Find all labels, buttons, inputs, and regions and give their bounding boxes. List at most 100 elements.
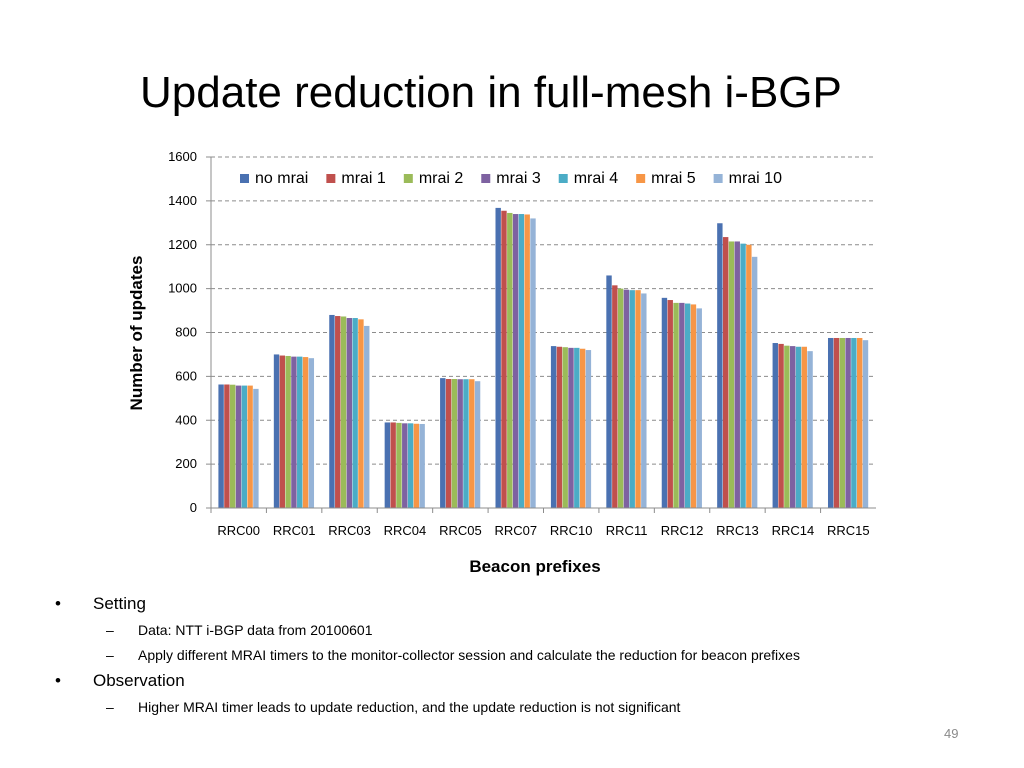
- bar-RRC15-mrai-1: [833, 337, 840, 508]
- bar-RRC00-mrai-5: [247, 385, 253, 508]
- bar-RRC15-mrai-10: [862, 340, 869, 508]
- bar-RRC10-no-mrai: [550, 346, 557, 508]
- bar-RRC01-mrai-2: [285, 355, 291, 508]
- bar-RRC04-mrai-4: [407, 423, 414, 508]
- bullet-marker: •: [55, 594, 61, 613]
- bar-RRC04-no-mrai: [384, 422, 391, 508]
- sub-bullet-marker: –: [106, 622, 114, 638]
- bar-RRC11-mrai-3: [623, 289, 630, 508]
- bar-RRC11-mrai-4: [629, 290, 635, 508]
- legend-swatch: [558, 174, 568, 183]
- x-tick-label: RRC10: [550, 523, 593, 538]
- bar-RRC10-mrai-1: [556, 346, 563, 508]
- bar-RRC12-mrai-10: [696, 308, 702, 508]
- bar-RRC03-mrai-10: [364, 325, 370, 508]
- bar-RRC05-mrai-5: [469, 379, 475, 508]
- bar-RRC12-no-mrai: [661, 297, 668, 508]
- bar-RRC07-mrai-5: [524, 214, 530, 508]
- legend: no mrai mrai 1 mrai 2 mrai 3 mrai 4 mrai 5 mra…: [240, 170, 782, 187]
- legend-label: mrai 2: [419, 170, 464, 187]
- legend-label: mrai 4: [574, 170, 619, 187]
- legend-swatch: [240, 174, 249, 183]
- sub-bullet-marker: –: [106, 699, 114, 715]
- bar-RRC13-mrai-5: [746, 244, 752, 508]
- bar-RRC00-mrai-10: [253, 388, 259, 508]
- grid-lines: [211, 156, 876, 465]
- y-tick-label: 1200: [168, 237, 197, 252]
- bar-RRC11-mrai-2: [617, 288, 624, 508]
- y-tick-label: 1000: [168, 281, 197, 296]
- bar-RRC04-mrai-1: [390, 422, 396, 508]
- bar-RRC15-mrai-4: [851, 337, 857, 508]
- bar-RRC11-mrai-5: [635, 290, 641, 508]
- legend-label: mrai 5: [651, 170, 696, 187]
- bar-RRC12-mrai-3: [679, 302, 685, 508]
- x-tick-label: RRC11: [606, 523, 648, 538]
- legend-swatch: [326, 174, 336, 183]
- bar-RRC04-mrai-10: [419, 423, 425, 508]
- bar-RRC01-mrai-1: [279, 355, 286, 508]
- bar-RRC05-no-mrai: [440, 378, 446, 508]
- y-tick-label: 400: [175, 412, 197, 427]
- bar-RRC03-mrai-2: [340, 316, 347, 508]
- bar-RRC15-mrai-5: [856, 337, 863, 508]
- bar-RRC10-mrai-5: [579, 348, 586, 508]
- y-tick-label: 1400: [168, 193, 197, 208]
- bar-RRC15-mrai-2: [839, 337, 845, 508]
- x-tick-label: RRC04: [384, 523, 427, 538]
- bar-RRC05-mrai-3: [457, 379, 463, 508]
- page-number: 49: [944, 726, 959, 741]
- bar-RRC13-mrai-4: [740, 243, 746, 508]
- bar-RRC07-mrai-10: [530, 218, 536, 509]
- bar-RRC12-mrai-2: [673, 302, 679, 508]
- x-axis-title: Beacon prefixes: [469, 557, 600, 576]
- sub-bullet-text: Higher MRAI timer leads to update reduct…: [138, 699, 681, 715]
- x-tick-label: RRC01: [273, 523, 316, 538]
- bar-RRC03-mrai-3: [346, 318, 353, 508]
- axes: 0 200 400 600 800 1000 1200 1400 1600 RRC00 RRC01 R…: [168, 149, 876, 538]
- bar-RRC11-mrai-1: [612, 285, 618, 508]
- legend-swatch: [481, 174, 491, 183]
- bar-RRC00-mrai-2: [230, 384, 236, 508]
- bar-RRC11-no-mrai: [606, 275, 612, 508]
- bar-RRC07-mrai-4: [518, 214, 525, 508]
- bar-RRC03-mrai-4: [352, 318, 358, 508]
- legend-label: no mrai: [255, 170, 308, 187]
- bar-RRC00-no-mrai: [218, 384, 224, 508]
- bar-RRC01-mrai-3: [291, 356, 297, 508]
- y-tick-label: 200: [175, 456, 197, 471]
- bar-RRC14-mrai-3: [789, 346, 796, 508]
- x-tick-label: RRC00: [217, 523, 260, 538]
- x-tick-label: RRC03: [328, 523, 371, 538]
- bar-RRC10-mrai-4: [574, 347, 580, 508]
- bar-RRC07-mrai-1: [501, 210, 507, 508]
- bullet-marker: •: [55, 671, 61, 690]
- x-tick-label: RRC05: [439, 523, 482, 538]
- bar-RRC00-mrai-4: [241, 385, 248, 508]
- bar-RRC12-mrai-5: [690, 304, 697, 508]
- bar-RRC01-mrai-10: [308, 358, 315, 508]
- bar-RRC01-no-mrai: [273, 354, 280, 508]
- bar-RRC03-no-mrai: [329, 314, 335, 508]
- sub-bullet-text: Data: NTT i-BGP data from 20100601: [138, 622, 373, 638]
- legend-label: mrai 3: [496, 170, 541, 187]
- x-tick-label: RRC13: [716, 523, 759, 538]
- bar-RRC15-mrai-3: [845, 337, 851, 508]
- bar-RRC04-mrai-3: [402, 423, 408, 508]
- bar-RRC05-mrai-1: [445, 379, 452, 508]
- bar-RRC04-mrai-5: [413, 423, 420, 508]
- x-tick-label: RRC14: [772, 523, 815, 538]
- bar-RRC14-mrai-1: [778, 343, 784, 508]
- x-tick-label: RRC07: [494, 523, 537, 538]
- bars: [218, 207, 869, 509]
- bar-RRC14-mrai-5: [801, 346, 807, 508]
- bar-RRC04-mrai-2: [396, 422, 402, 508]
- bar-RRC11-mrai-10: [641, 293, 647, 508]
- sub-bullet-marker: –: [106, 647, 114, 663]
- bar-RRC10-mrai-10: [585, 350, 592, 508]
- bar-RRC07-no-mrai: [495, 207, 501, 508]
- y-tick-label: 600: [175, 368, 197, 383]
- legend-swatch: [636, 174, 646, 183]
- bar-RRC14-no-mrai: [772, 343, 778, 508]
- bar-RRC14-mrai-10: [807, 351, 813, 508]
